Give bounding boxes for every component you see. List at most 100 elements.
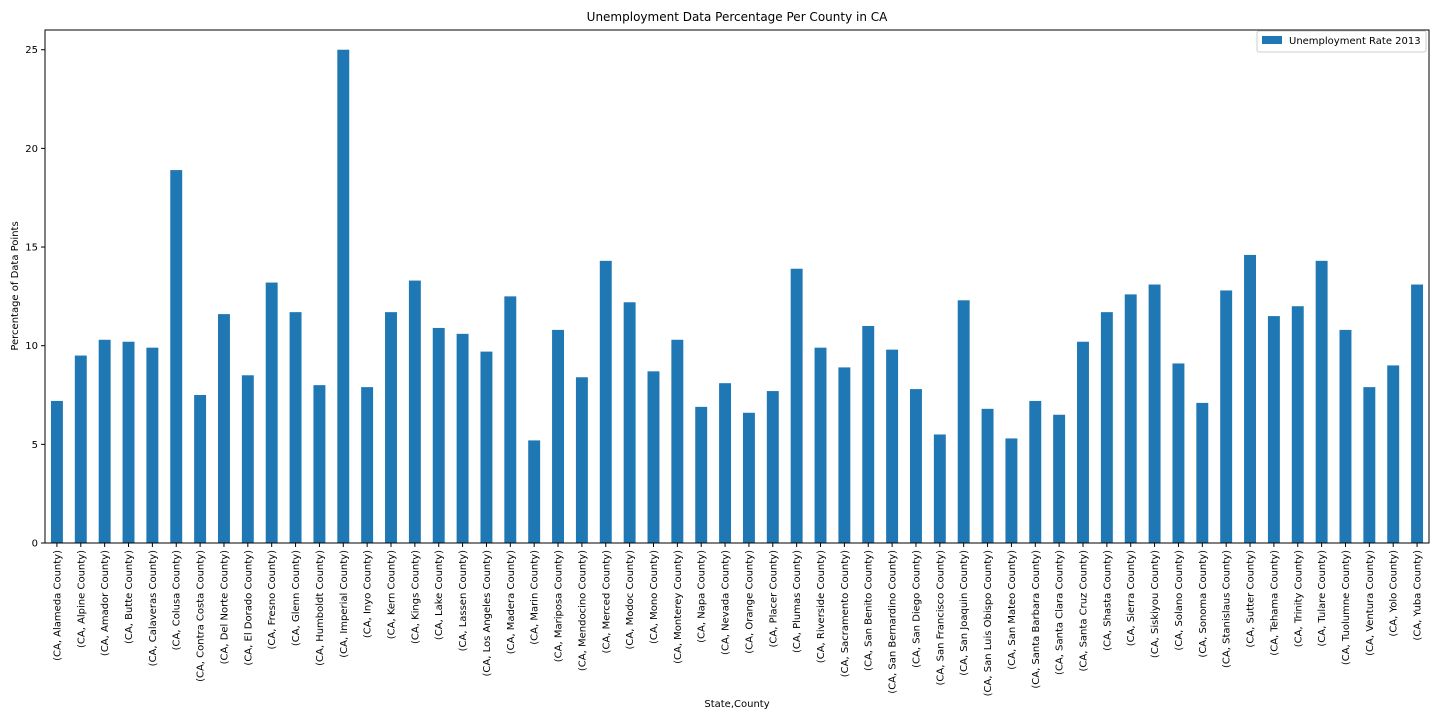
y-axis-ticks: 0 5 10 15 20 25	[25, 45, 45, 550]
bar	[480, 351, 493, 543]
bar	[1220, 290, 1233, 543]
x-tick-label: (CA, Lassen County)	[458, 550, 469, 651]
bar	[766, 391, 779, 543]
x-tick-label: (CA, Amador County)	[100, 550, 111, 656]
bar	[241, 375, 254, 543]
bar	[1029, 400, 1042, 543]
legend: Unemployment Rate 2013	[1256, 30, 1427, 53]
bar	[1291, 306, 1304, 543]
x-tick-label: (CA, Siskiyou County)	[1150, 550, 1161, 658]
bar	[862, 325, 875, 543]
bar	[194, 395, 207, 543]
x-tick-label: (CA, San Benito County)	[864, 550, 875, 671]
bar	[886, 349, 899, 543]
x-tick-label: (CA, Sutter County)	[1246, 550, 1257, 648]
x-tick-label: (CA, Del Norte County)	[219, 550, 230, 664]
bar	[575, 377, 588, 543]
bar	[1267, 316, 1280, 543]
x-tick-label: (CA, Sacramento County)	[840, 550, 851, 677]
x-tick-label: (CA, Kern County)	[387, 550, 398, 639]
bar	[218, 314, 230, 543]
bar	[790, 268, 803, 543]
bar	[361, 387, 374, 543]
x-tick-label: (CA, Santa Cruz County)	[1079, 550, 1090, 672]
y-axis-label: Percentage of Data Points	[10, 221, 21, 350]
bar	[385, 312, 397, 543]
bar	[50, 400, 63, 543]
x-tick-label: (CA, Trinity County)	[1293, 550, 1304, 647]
bar	[1148, 284, 1161, 543]
bar	[1363, 387, 1376, 543]
x-tick-label: (CA, Sierra County)	[1126, 550, 1137, 646]
bar	[170, 170, 183, 543]
x-tick-label: (CA, Tuolumne County)	[1341, 550, 1352, 665]
bar	[408, 280, 421, 543]
x-tick-label: (CA, Alameda County)	[52, 550, 63, 661]
bar	[599, 260, 612, 543]
x-tick-label: (CA, Plumas County)	[792, 550, 803, 653]
x-tick-label: (CA, San Mateo County)	[1007, 550, 1018, 670]
bar	[1339, 329, 1352, 543]
x-tick-label: (CA, Marin County)	[530, 550, 541, 645]
bar	[671, 339, 684, 543]
x-tick-label: (CA, Alpine County)	[76, 550, 87, 648]
x-tick-label: (CA, Butte County)	[124, 550, 135, 644]
y-tick-label: 15	[25, 243, 38, 254]
x-tick-label: (CA, Fresno County)	[267, 550, 278, 650]
bar	[98, 339, 111, 543]
x-tick-label: (CA, Riverside County)	[816, 550, 827, 663]
x-tick-label: (CA, Santa Barbara County)	[1031, 550, 1042, 689]
x-tick-label: (CA, Monterey County)	[673, 550, 684, 664]
bar	[504, 296, 517, 543]
x-tick-label: (CA, Yolo County)	[1389, 550, 1400, 637]
bar	[647, 371, 660, 543]
bar	[1005, 438, 1018, 543]
x-tick-label: (CA, Solano County)	[1174, 550, 1185, 651]
bar	[337, 49, 350, 543]
bar	[838, 367, 851, 543]
bar	[1053, 414, 1066, 543]
x-tick-label: (CA, Stanislaus County)	[1222, 550, 1233, 668]
x-axis-label: State,County	[704, 699, 769, 710]
x-tick-label: (CA, Imperial County)	[339, 550, 350, 658]
bar	[1411, 284, 1424, 543]
x-tick-label: (CA, San Joaquin County)	[959, 550, 970, 676]
x-axis-ticks: (CA, Alameda County) (CA, Alpine County) (…	[52, 543, 1424, 696]
x-tick-label: (CA, Placer County)	[768, 550, 779, 648]
bar	[528, 440, 541, 543]
plot-frame	[44, 29, 1430, 544]
x-tick-label: (CA, Yuba County)	[1413, 550, 1424, 641]
bar	[1244, 254, 1256, 543]
bar	[623, 302, 636, 543]
x-tick-label: (CA, Ventura County)	[1365, 550, 1376, 656]
x-tick-label: (CA, Glenn County)	[291, 550, 302, 646]
bar	[146, 347, 159, 543]
x-tick-label: (CA, San Luis Obispo County)	[983, 550, 994, 696]
bar	[456, 333, 469, 543]
x-tick-label: (CA, San Bernardino County)	[888, 550, 899, 694]
bar	[814, 347, 827, 543]
x-tick-label: (CA, Mendocino County)	[577, 550, 588, 671]
y-tick-label: 25	[25, 45, 38, 56]
x-tick-label: (CA, Inyo County)	[363, 550, 374, 638]
bar	[313, 385, 326, 543]
x-tick-label: (CA, Sonoma County)	[1198, 550, 1209, 658]
bar	[1315, 260, 1328, 543]
x-tick-label: (CA, Santa Clara County)	[1055, 550, 1066, 675]
x-tick-label: (CA, Madera County)	[506, 550, 517, 654]
bar	[1100, 312, 1113, 543]
bar-group	[50, 49, 1424, 543]
x-tick-label: (CA, Lake County)	[434, 550, 445, 640]
bar	[1077, 341, 1089, 543]
x-tick-label: (CA, Orange County)	[744, 550, 755, 654]
bar	[552, 329, 564, 543]
bar	[719, 383, 732, 543]
x-tick-label: (CA, Merced County)	[601, 550, 612, 654]
x-tick-label: (CA, Los Angeles County)	[482, 550, 493, 677]
bar	[1196, 402, 1209, 543]
x-tick-label: (CA, Napa County)	[697, 550, 708, 643]
x-tick-label: (CA, Kings County)	[410, 550, 421, 644]
x-tick-label: (CA, Contra Costa County)	[196, 550, 207, 682]
